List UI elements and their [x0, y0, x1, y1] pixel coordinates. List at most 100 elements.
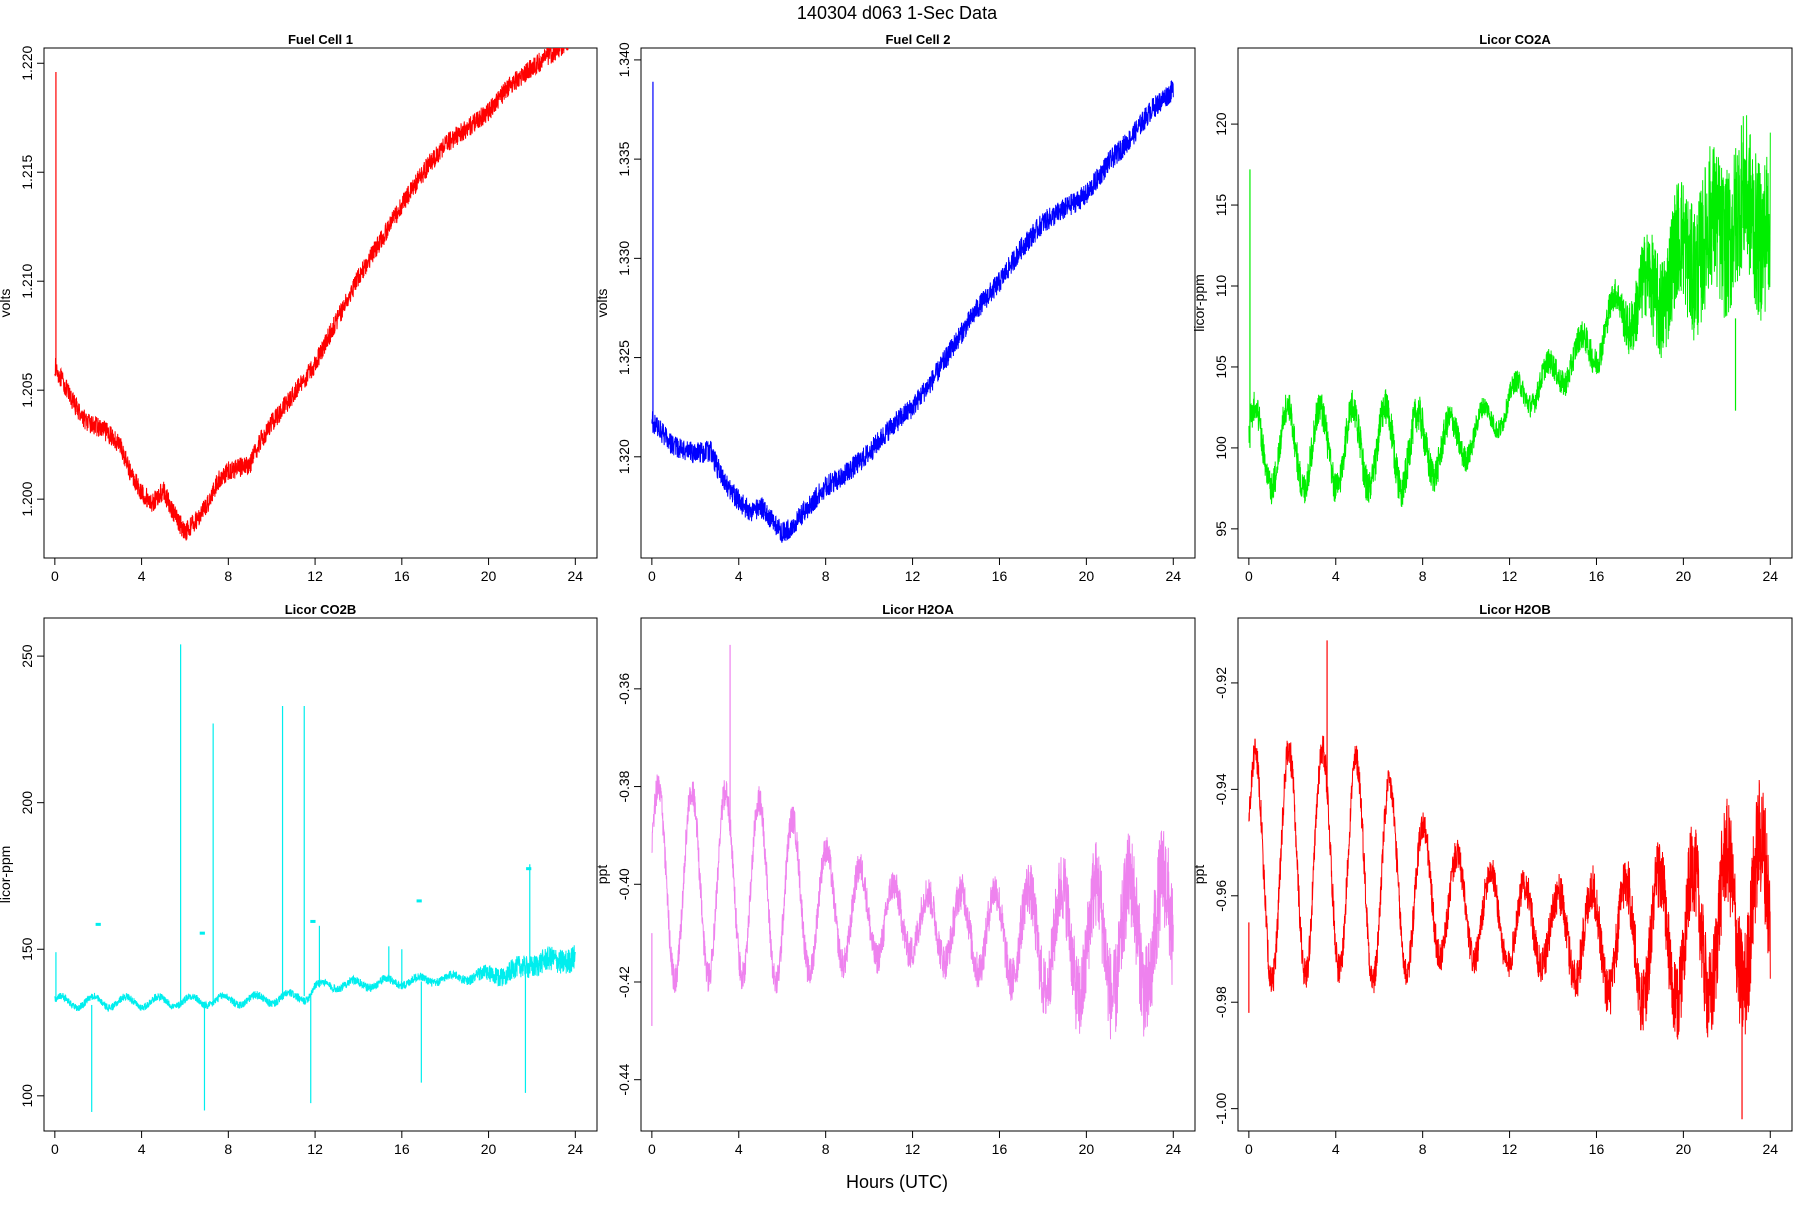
series-line: [651, 774, 1174, 1040]
x-tick-label: 4: [1332, 1141, 1340, 1157]
figure-title: 140304 d063 1-Sec Data: [797, 3, 998, 23]
y-tick-label: 1.325: [616, 340, 632, 375]
x-tick-label: 20: [1676, 1141, 1692, 1157]
x-tick-label: 12: [307, 568, 323, 584]
series-line: [1248, 115, 1771, 508]
y-axis-label: volts: [594, 289, 610, 318]
y-tick-label: 1.220: [19, 46, 35, 81]
plot-frame: [1237, 617, 1793, 1132]
panel-title: Licor CO2B: [285, 602, 357, 617]
series-line: [54, 945, 576, 1013]
y-tick-label: 95: [1213, 521, 1229, 537]
x-tick-label: 16: [1589, 568, 1605, 584]
x-tick-label: 12: [1502, 1141, 1518, 1157]
x-tick-label: 20: [1676, 568, 1692, 584]
x-tick-label: 24: [1762, 568, 1778, 584]
x-tick-label: 0: [51, 1141, 59, 1157]
y-tick-label: -0.36: [616, 673, 632, 705]
x-tick-label: 0: [648, 568, 656, 584]
y-tick-label: 1.320: [616, 439, 632, 474]
y-tick-label: -0.92: [1213, 667, 1229, 699]
x-tick-label: 12: [905, 568, 921, 584]
plot-frame: [640, 617, 1196, 1132]
y-tick-label: 1.340: [616, 42, 632, 77]
x-tick-label: 16: [394, 568, 410, 584]
series-line: [651, 80, 1174, 543]
x-tick-label: 20: [481, 1141, 497, 1157]
plot-frame: [43, 617, 598, 1132]
y-tick-label: 105: [1213, 355, 1229, 379]
plot-frame: [1237, 47, 1793, 559]
series-bump: [95, 922, 101, 926]
panel-title: Licor H2OA: [882, 602, 954, 617]
panel-title: Fuel Cell 2: [885, 32, 950, 47]
y-tick-label: -0.98: [1213, 986, 1229, 1018]
x-tick-label: 8: [1419, 568, 1427, 584]
y-tick-label: 150: [19, 937, 35, 961]
x-tick-label: 0: [51, 568, 59, 584]
x-tick-label: 8: [822, 568, 830, 584]
y-tick-label: 100: [1213, 436, 1229, 460]
panel-5: Licor H2OA ppt 0 4 8 12 16 20 24 -0.44 -0.42 -0.40 -…: [594, 602, 1196, 1157]
x-tick-label: 16: [1589, 1141, 1605, 1157]
panel-4: Licor CO2B licor-ppm 0 4 8 12 16 20 24 100 150 200 2…: [0, 602, 598, 1157]
x-tick-label: 24: [1762, 1141, 1778, 1157]
x-tick-label: 8: [822, 1141, 830, 1157]
y-axis-label: licor-ppm: [0, 846, 13, 904]
series-bump: [526, 867, 532, 871]
y-tick-label: -0.38: [616, 770, 632, 802]
x-tick-label: 8: [224, 1141, 232, 1157]
x-tick-label: 0: [1245, 1141, 1253, 1157]
y-tick-label: -1.00: [1213, 1092, 1229, 1124]
x-tick-label: 0: [1245, 568, 1253, 584]
x-tick-label: 4: [735, 1141, 743, 1157]
plot-frame: [43, 47, 598, 559]
y-tick-label: 1.205: [19, 372, 35, 407]
y-axis-label: licor-ppm: [1191, 274, 1207, 332]
series-bump: [416, 899, 422, 903]
y-tick-label: -0.94: [1213, 773, 1229, 805]
panel-title: Fuel Cell 1: [288, 32, 353, 47]
y-tick-label: 250: [19, 644, 35, 668]
x-tick-label: 16: [992, 568, 1008, 584]
x-tick-label: 12: [307, 1141, 323, 1157]
y-tick-label: 1.215: [19, 155, 35, 190]
y-tick-label: 1.210: [19, 263, 35, 298]
y-tick-label: -0.42: [616, 966, 632, 998]
x-tick-label: 12: [1502, 568, 1518, 584]
y-tick-label: 100: [19, 1084, 35, 1108]
panel-1: Fuel Cell 1 volts 0 4 8 12 16 20 24 1.200 1.205 1.2…: [0, 32, 598, 584]
x-tick-label: 8: [224, 568, 232, 584]
x-tick-label: 20: [1079, 1141, 1095, 1157]
y-tick-label: 1.330: [616, 241, 632, 276]
y-tick-label: 110: [1213, 275, 1229, 298]
panel-title: Licor H2OB: [1479, 602, 1551, 617]
x-tick-label: 20: [481, 568, 497, 584]
y-tick-label: -0.96: [1213, 880, 1229, 912]
y-axis-label: ppt: [594, 865, 610, 885]
panel-title: Licor CO2A: [1479, 32, 1551, 47]
y-tick-label: -0.40: [616, 868, 632, 900]
y-tick-label: 1.200: [19, 481, 35, 516]
x-tick-label: 0: [648, 1141, 656, 1157]
x-tick-label: 24: [1165, 568, 1181, 584]
panel-3: Licor CO2A licor-ppm 0 4 8 12 16 20 24 95 100 105 11…: [1191, 32, 1793, 584]
y-tick-label: 115: [1213, 194, 1229, 217]
x-tick-label: 20: [1079, 568, 1095, 584]
x-tick-label: 24: [568, 1141, 584, 1157]
plot-frame: [640, 47, 1196, 559]
x-axis-label: Hours (UTC): [846, 1172, 948, 1192]
panels-group: Fuel Cell 1 volts 0 4 8 12 16 20 24 1.200 1.205 1.2…: [0, 32, 1793, 1157]
y-axis-label: ppt: [1191, 865, 1207, 885]
series-line: [54, 48, 569, 541]
y-tick-label: -0.44: [616, 1064, 632, 1096]
y-axis-label: volts: [0, 289, 13, 318]
y-tick-label: 120: [1213, 112, 1229, 136]
x-tick-label: 4: [735, 568, 743, 584]
series-bump: [199, 931, 205, 935]
series-bump: [310, 919, 316, 923]
x-tick-label: 4: [138, 568, 146, 584]
x-tick-label: 24: [568, 568, 584, 584]
